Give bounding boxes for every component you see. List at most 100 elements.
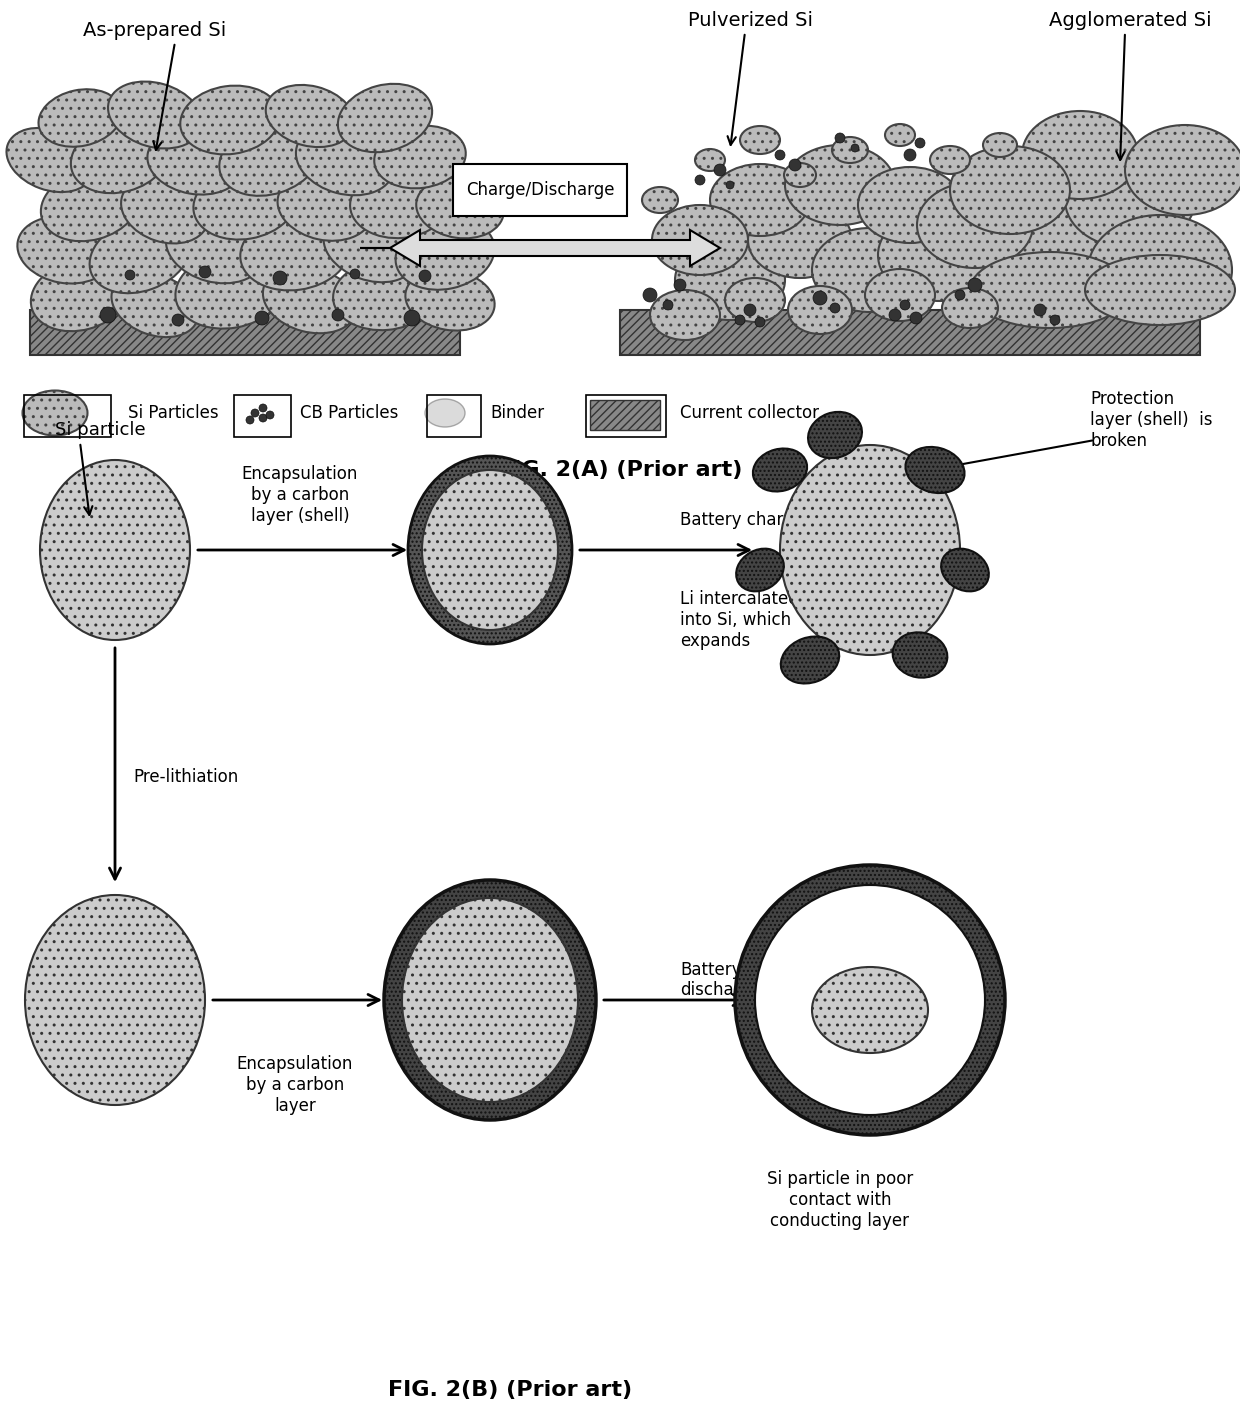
Ellipse shape [112,273,198,337]
Ellipse shape [278,174,372,240]
Circle shape [755,317,765,327]
Ellipse shape [108,81,202,148]
Circle shape [1034,305,1047,316]
Text: Battery charge: Battery charge [680,511,804,529]
Text: Binder: Binder [490,404,544,423]
Text: Si particle in poor
contact with
conducting layer: Si particle in poor contact with conduct… [766,1170,913,1229]
Circle shape [955,290,965,300]
Circle shape [835,132,844,142]
Polygon shape [360,231,720,266]
Ellipse shape [893,632,947,677]
Ellipse shape [675,240,785,320]
Ellipse shape [652,205,748,275]
Text: Agglomerated Si: Agglomerated Si [1049,10,1211,30]
Text: Li intercalated
into Si, which
expands: Li intercalated into Si, which expands [680,591,799,650]
Ellipse shape [737,549,784,592]
Ellipse shape [970,252,1130,327]
Circle shape [332,309,343,322]
Circle shape [259,404,267,413]
Text: Si particle: Si particle [55,421,145,440]
Ellipse shape [858,166,962,243]
Circle shape [267,411,274,418]
Ellipse shape [812,968,928,1053]
Ellipse shape [1065,152,1195,248]
Ellipse shape [950,147,1070,233]
Text: Encapsulation
by a carbon
layer (shell): Encapsulation by a carbon layer (shell) [242,465,358,525]
Ellipse shape [990,198,1130,302]
Circle shape [889,309,901,322]
Text: FIG. 2(A) (Prior art): FIG. 2(A) (Prior art) [497,460,743,480]
Ellipse shape [122,176,208,243]
Ellipse shape [905,447,965,494]
Circle shape [675,279,686,290]
Circle shape [744,305,756,316]
Circle shape [910,312,923,324]
Circle shape [813,290,827,305]
Text: Current collector: Current collector [680,404,818,423]
Ellipse shape [384,879,596,1120]
Circle shape [968,277,982,292]
Ellipse shape [402,898,578,1101]
Ellipse shape [694,149,725,171]
Text: Si Particles: Si Particles [128,404,218,423]
Ellipse shape [885,124,915,147]
Ellipse shape [263,266,357,333]
Ellipse shape [25,895,205,1106]
Circle shape [100,307,117,323]
Text: Encapsulation
by a carbon
layer: Encapsulation by a carbon layer [237,1054,353,1114]
Ellipse shape [941,549,988,592]
Text: Pulverized Si: Pulverized Si [687,10,812,30]
Ellipse shape [711,164,810,236]
Circle shape [259,414,267,423]
Ellipse shape [31,259,129,332]
Ellipse shape [740,127,780,154]
Ellipse shape [219,120,321,196]
Text: As-prepared Si: As-prepared Si [83,20,227,40]
Circle shape [125,270,135,280]
Ellipse shape [878,209,1002,302]
Ellipse shape [650,290,720,340]
Ellipse shape [41,169,139,242]
Ellipse shape [1022,111,1138,199]
Ellipse shape [422,470,558,630]
Ellipse shape [1087,215,1233,324]
Text: Battery
discharge: Battery discharge [680,961,761,999]
Text: Pre-lithiation: Pre-lithiation [133,768,238,787]
Circle shape [1050,314,1060,324]
Circle shape [172,314,184,326]
Ellipse shape [405,269,495,330]
Ellipse shape [417,178,503,238]
Circle shape [255,312,269,324]
Ellipse shape [6,128,93,192]
FancyBboxPatch shape [620,310,1200,354]
Circle shape [915,138,925,148]
Ellipse shape [642,186,678,213]
Ellipse shape [425,398,465,427]
Circle shape [735,865,1004,1136]
Circle shape [725,181,734,189]
FancyBboxPatch shape [30,310,460,354]
Ellipse shape [17,216,113,283]
Circle shape [714,164,725,176]
Ellipse shape [334,260,436,330]
Text: Charge/Discharge: Charge/Discharge [466,181,614,199]
Ellipse shape [296,125,394,195]
Circle shape [694,175,706,185]
Ellipse shape [148,129,243,195]
Ellipse shape [89,216,191,293]
Ellipse shape [1125,125,1240,215]
Ellipse shape [180,85,280,154]
Circle shape [250,408,259,417]
Ellipse shape [784,164,816,186]
Ellipse shape [38,90,122,147]
Circle shape [198,266,211,277]
FancyBboxPatch shape [590,400,660,430]
Ellipse shape [983,132,1017,157]
Ellipse shape [832,137,868,164]
Ellipse shape [808,411,862,458]
Circle shape [404,310,420,326]
Circle shape [900,300,910,310]
Circle shape [273,270,286,285]
Text: Protection
layer (shell)  is
broken: Protection layer (shell) is broken [1090,390,1213,450]
Circle shape [419,270,432,282]
